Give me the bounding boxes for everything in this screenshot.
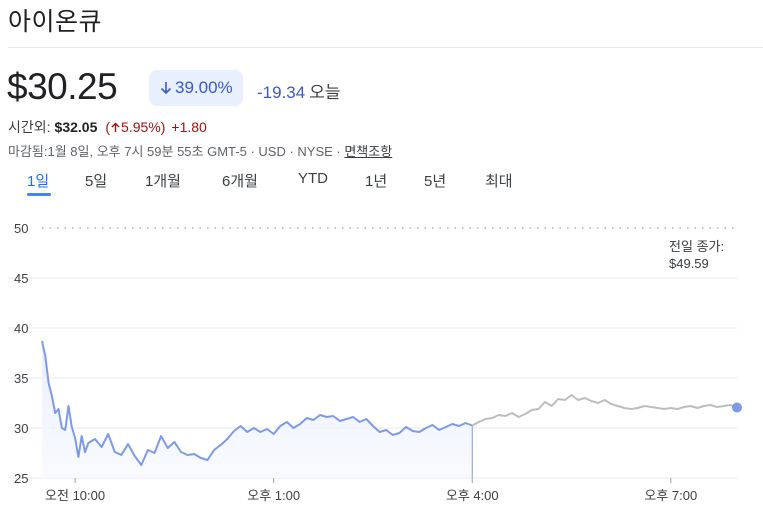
disclaimer-link[interactable]: 면책조항 [344,144,393,159]
active-tab-indicator [27,193,51,196]
arrow-down-icon [160,82,172,95]
tab-ytd[interactable]: YTD [298,170,328,187]
y-tick-label: 45 [14,271,28,286]
change-amount: -19.34 [257,83,306,102]
after-hours-pct: 5.95% [121,119,161,135]
tab-max[interactable]: 최대 [485,173,513,190]
regular-session-line [41,340,473,466]
after-hours-line [471,394,738,427]
current-price: $30.25 [7,66,118,107]
regular-session-area [42,341,473,478]
period-label: 오늘 [309,83,341,102]
after-hours-row: 시간외: $32.05 (5.95%) +1.80 [8,117,207,137]
market-info: 마감됨:1월 8일, 오후 7시 59분 55초 GMT-5 · USD · N… [8,141,392,160]
tab-1m[interactable]: 1개월 [145,173,181,190]
tab-1y[interactable]: 1년 [365,173,388,190]
tab-1d[interactable]: 1일 [27,173,50,190]
close-time-text: 마감됨:1월 8일, 오후 7시 59분 55초 GMT-5 · USD · N… [8,144,345,159]
header-divider [8,47,763,48]
x-tick-label: 오후 4:00 [446,488,499,503]
change-percent: 39.00% [175,78,233,97]
after-hours-price: $32.05 [54,119,98,135]
y-tick-label: 30 [14,421,28,436]
tab-5y[interactable]: 5년 [424,173,447,190]
after-hours-pct-wrapper: (5.95%) [105,119,166,135]
after-hours-label: 시간외: [8,119,51,135]
x-tick-label: 오후 7:00 [644,488,697,503]
y-tick-label: 35 [14,371,28,386]
prev-close-label: 전일 종가: [669,239,724,254]
change-amount-row: -19.34 오늘 [257,78,340,103]
stock-name: 아이온큐 [8,7,103,36]
after-hours-change: +1.80 [171,119,207,135]
tab-6m[interactable]: 6개월 [222,173,258,190]
y-tick-label: 25 [14,471,28,486]
last-price-dot [732,402,742,413]
y-tick-label: 40 [14,321,28,336]
tab-5d[interactable]: 5일 [85,173,108,190]
price-chart[interactable]: 25 30 35 40 45 50 오전 10:00 오후 1:00 오후 4:00 오후 7:0… [0,205,763,520]
x-tick-label: 오전 10:00 [45,488,105,503]
change-percent-badge: 39.00% [149,70,243,106]
prev-close-value: $49.59 [669,256,709,271]
arrow-up-icon [111,122,120,132]
y-tick-label: 50 [14,221,28,236]
x-tick-label: 오후 1:00 [247,488,300,503]
